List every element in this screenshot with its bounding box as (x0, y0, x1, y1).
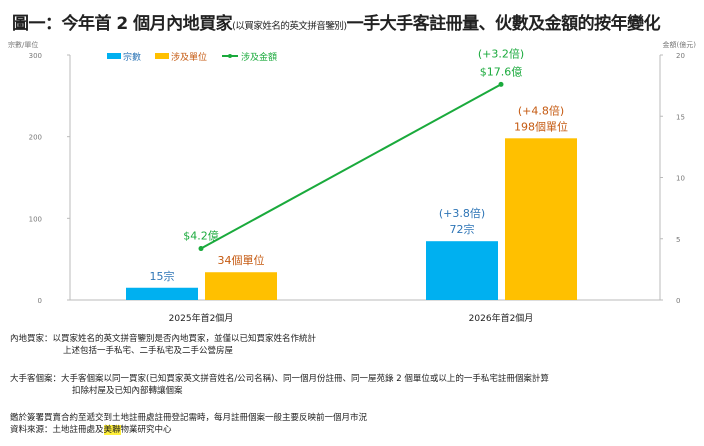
bar-count (126, 287, 198, 300)
source-text: 資料來源：土地註冊處及 (10, 425, 104, 435)
legend-swatch-units (155, 53, 169, 59)
point-amount (198, 246, 204, 252)
note-line: 大手客個案：大手客個案以同一買家(已知買家英文拼音姓名/公司名稱)、同一個月份註… (10, 374, 549, 384)
source-highlight: 美聯 (103, 425, 121, 435)
x-tick-label: 2025年首2個月 (169, 312, 234, 324)
data-label-units: 34個單位 (218, 253, 265, 267)
right-tick-label: 20 (676, 52, 685, 60)
title-part: 圖一：今年首 2 個月內地買家 (12, 14, 233, 34)
note-line: 上述包括一手私宅、二手私宅及二手公營房屋 (63, 346, 234, 356)
x-tick-label: 2026年首2個月 (469, 312, 534, 324)
left-tick-label: 300 (29, 52, 42, 60)
title-part: 一手大手客註冊量、伙數及金額的按年變化 (346, 14, 661, 34)
chart-title: 圖一：今年首 2 個月內地買家(以買家姓名的英文拼音鑒別)一手大手客註冊量、伙數… (12, 9, 661, 34)
right-tick-label: 10 (676, 175, 685, 183)
bar-units (205, 272, 277, 300)
right-tick-label: 15 (676, 113, 685, 121)
title-note: (以買家姓名的英文拼音鑒別) (232, 21, 347, 32)
change-label-count: (+3.8倍) (439, 206, 485, 220)
legend-label-count: 宗數 (123, 51, 141, 63)
note-mainland-buyer: 內地買家：以買家姓名的英文拼音鑒別是否內地買家，並僅以已知買家姓名作統計上述包括… (10, 333, 316, 357)
change-label-units: (+4.8倍) (518, 103, 564, 117)
data-label-count: 15宗 (150, 269, 175, 283)
note-line: 內地買家：以買家姓名的英文拼音鑒別是否內地買家，並僅以已知買家姓名作統計 (10, 334, 317, 344)
chart: 宗數/單位 金額(億元) 0 100 200 300 0 5 10 15 20 2025年首2個月 15… (8, 40, 697, 324)
left-tick-label: 100 (29, 215, 42, 223)
data-label-units: 198個單位 (514, 119, 568, 133)
note-line: 扣除村屋及已知內部轉讓個案 (72, 386, 183, 396)
change-label-amount: (+3.2倍) (478, 46, 524, 60)
data-label-amount: $4.2億 (183, 230, 219, 243)
right-axis-label: 金額(億元) (663, 40, 697, 49)
bar-count (426, 241, 498, 300)
source-text: 物業研究中心 (120, 425, 172, 435)
point-amount (498, 81, 504, 87)
data-label-amount: $17.6億 (480, 65, 523, 78)
note-line: 鑑於簽署買賣合約至遞交到土地註冊處註冊登記需時，每月註冊個案一般主要反映前一個月… (10, 413, 368, 423)
legend-point-amount (228, 54, 232, 58)
data-label-count: 72宗 (450, 222, 475, 236)
left-axis-label: 宗數/單位 (8, 40, 38, 49)
line-amount (200, 83, 502, 250)
left-tick-label: 200 (29, 134, 42, 142)
note-bulk-buyer: 大手客個案：大手客個案以同一買家(已知買家英文拼音姓名/公司名稱)、同一個月份註… (10, 373, 549, 397)
bar-units (505, 138, 577, 300)
note-source: 鑑於簽署買賣合約至遞交到土地註冊處註冊登記需時，每月註冊個案一般主要反映前一個月… (10, 412, 367, 436)
legend-label-units: 涉及單位 (171, 51, 207, 63)
left-tick-label: 0 (38, 297, 42, 305)
legend-label-amount: 涉及金額 (241, 51, 277, 63)
right-tick-label: 0 (676, 297, 680, 305)
right-tick-label: 5 (676, 236, 680, 244)
legend-swatch-count (107, 53, 121, 59)
